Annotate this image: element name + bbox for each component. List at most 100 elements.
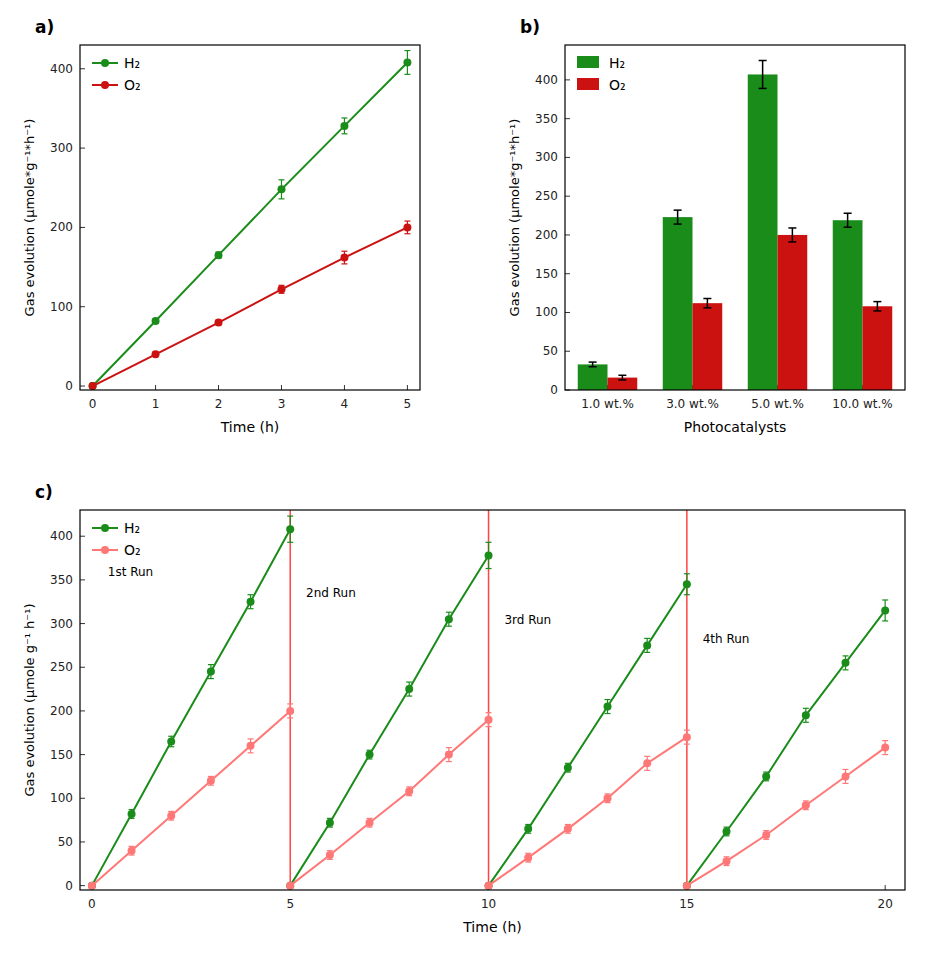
point (403, 58, 411, 66)
plot-area (88, 510, 889, 890)
point (524, 854, 532, 862)
error-cap (248, 738, 254, 739)
point (326, 851, 334, 859)
error-bar (565, 824, 571, 833)
error-cap (644, 638, 650, 639)
error-bar (287, 704, 293, 718)
point (485, 551, 493, 559)
legend-marker (101, 59, 109, 67)
error-cap (248, 608, 254, 609)
error-bar (724, 857, 730, 866)
x-tick (407, 385, 408, 390)
x-axis-label: Time (h) (462, 919, 522, 935)
title: b) (520, 17, 540, 37)
y-tick (565, 157, 570, 158)
bar (693, 303, 723, 390)
error-cap (287, 717, 293, 718)
panel: 0100200300400012345Time (h)Gas evolution… (22, 17, 420, 435)
error-cap (844, 226, 852, 228)
error-cap (843, 669, 849, 670)
error-cap (882, 754, 888, 755)
error-bar (844, 213, 852, 227)
error-cap (644, 756, 650, 757)
point (881, 744, 889, 752)
x-tick-label: 1.0 wt.% (581, 397, 634, 411)
error-bar (129, 810, 135, 819)
bar (833, 220, 863, 390)
error-cap (287, 542, 293, 543)
point (340, 254, 348, 262)
x-tick-label: 1 (152, 397, 160, 411)
point (152, 350, 160, 358)
point (881, 606, 889, 614)
y-tick-label: 200 (50, 704, 73, 718)
title: c) (35, 482, 53, 502)
y-tick (80, 841, 85, 842)
error-bar (684, 574, 690, 595)
point (277, 285, 285, 293)
y-tick-label: 250 (50, 660, 73, 674)
error-cap (618, 375, 626, 377)
y-tick-label: 100 (535, 305, 558, 319)
line (92, 711, 290, 886)
error-stem (792, 228, 794, 242)
point (340, 122, 348, 130)
error-bar (873, 302, 881, 311)
error-bar (278, 285, 284, 293)
x-axis-label: Time (h) (220, 419, 280, 435)
y-tick (80, 68, 85, 69)
error-cap (589, 361, 597, 363)
point (762, 831, 770, 839)
y-tick-label: 50 (543, 344, 558, 358)
x-tick-label: 2 (215, 397, 223, 411)
y-tick-label: 300 (50, 141, 73, 155)
error-bar (208, 776, 214, 785)
error-cap (404, 74, 410, 75)
legend: H₂O₂ (577, 55, 626, 93)
error-bar (703, 299, 711, 308)
y-tick-label: 350 (535, 112, 558, 126)
x-tick-label: 15 (679, 897, 694, 911)
line (489, 584, 687, 885)
error-cap (406, 695, 412, 696)
error-cap (341, 263, 347, 264)
y-tick (80, 536, 85, 537)
point (405, 685, 413, 693)
y-tick (565, 312, 570, 313)
line (93, 62, 408, 386)
error-cap (684, 744, 690, 745)
error-bar (589, 362, 597, 367)
error-bar (367, 750, 373, 759)
error-bar (843, 769, 849, 783)
line (92, 529, 290, 885)
line (93, 227, 408, 386)
panel: 0501001502002503003504001.0 wt.%3.0 wt.%… (507, 17, 905, 435)
error-cap (684, 594, 690, 595)
y-tick-label: 100 (50, 300, 73, 314)
point (485, 716, 493, 724)
y-tick-label: 400 (50, 62, 73, 76)
point (643, 759, 651, 767)
y-tick-label: 400 (50, 529, 73, 543)
point (366, 819, 374, 827)
error-cap (605, 713, 611, 714)
point (128, 847, 136, 855)
error-cap (882, 620, 888, 621)
error-cap (882, 599, 888, 600)
error-bar (406, 787, 412, 796)
x-tick-label: 5 (404, 397, 412, 411)
point (215, 251, 223, 259)
error-bar (341, 251, 347, 264)
point (89, 382, 97, 390)
panel: 050100150200250300350400051015201st Run2… (22, 482, 905, 935)
point (167, 737, 175, 745)
bar (608, 378, 638, 390)
error-bar (404, 221, 410, 234)
y-tick (565, 79, 570, 80)
point (286, 707, 294, 715)
error-bar (327, 818, 333, 827)
y-tick (80, 306, 85, 307)
plot-area (578, 61, 893, 390)
error-bar (404, 51, 410, 75)
point (683, 580, 691, 588)
